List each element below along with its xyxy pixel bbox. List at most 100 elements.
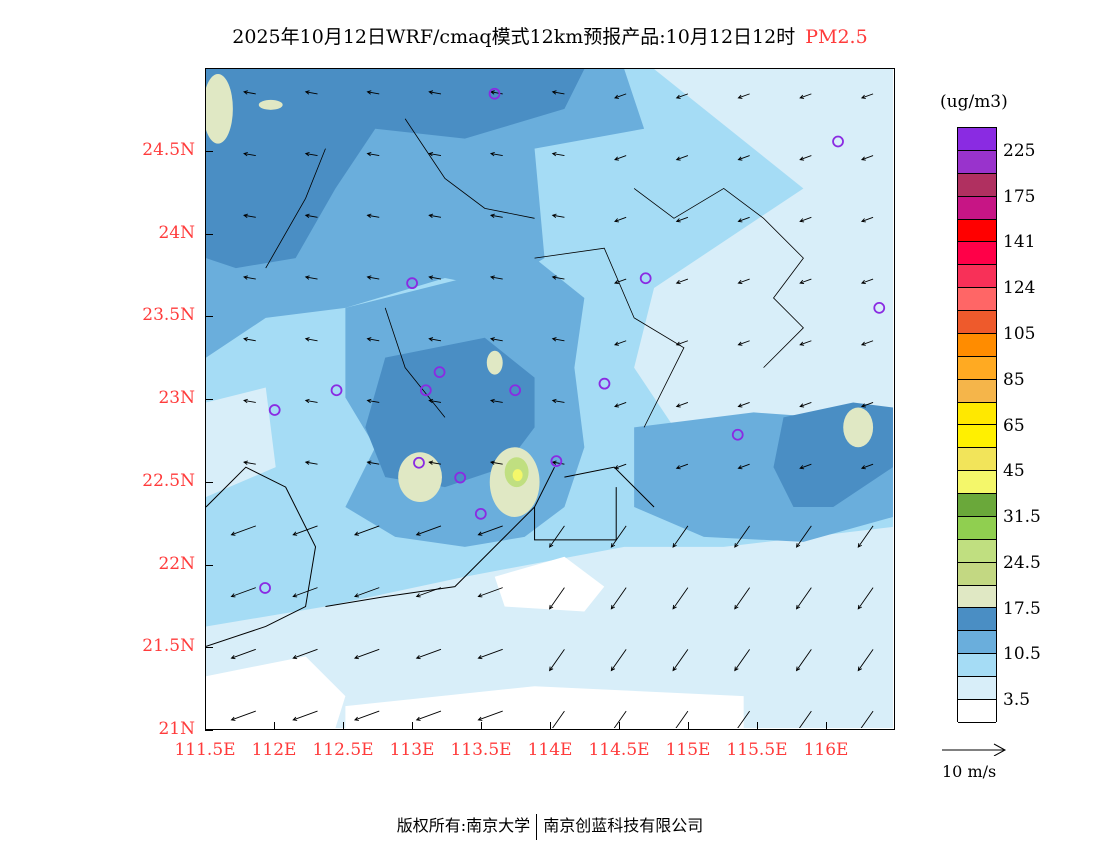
wind-arrow-icon bbox=[243, 275, 256, 280]
station-marker-icon bbox=[330, 384, 343, 397]
wind-arrow-icon bbox=[243, 337, 256, 342]
wind-arrow-icon bbox=[428, 90, 442, 95]
title-text: 2025年10月12日WRF/cmaq模式12km预报产品:10月12日12时 bbox=[232, 26, 796, 48]
station-marker-icon bbox=[550, 455, 563, 467]
colorbar-label: 124 bbox=[1003, 278, 1036, 299]
lat-tick bbox=[205, 233, 213, 235]
lat-label: 21.5N bbox=[142, 636, 195, 657]
wind-arrow-icon bbox=[243, 460, 256, 465]
lat-tick bbox=[205, 730, 213, 731]
lon-label: 111.5E bbox=[174, 740, 236, 760]
station-marker-icon bbox=[509, 384, 522, 397]
wind-arrow-icon bbox=[292, 710, 318, 721]
wind-arrow-icon bbox=[477, 587, 503, 598]
wind-arrow-icon bbox=[795, 587, 812, 610]
wind-arrow-icon bbox=[366, 337, 380, 342]
wind-reference-arrow-icon bbox=[942, 743, 1007, 756]
wind-arrow-icon bbox=[415, 525, 442, 536]
colorbar-label: 17.5 bbox=[1003, 598, 1041, 619]
wind-arrow-icon bbox=[243, 398, 256, 404]
wind-arrow-icon bbox=[230, 648, 256, 660]
lat-label: 24N bbox=[158, 222, 195, 243]
wind-arrow-icon bbox=[614, 155, 627, 161]
wind-arrow-icon bbox=[428, 460, 442, 465]
wind-arrow-icon bbox=[857, 525, 874, 548]
lon-tick bbox=[274, 722, 275, 730]
station-marker-icon bbox=[598, 377, 611, 390]
wind-arrow-icon bbox=[675, 216, 689, 223]
wind-arrow-icon bbox=[737, 463, 750, 470]
wind-arrow-icon bbox=[672, 649, 689, 672]
lat-tick bbox=[205, 316, 213, 318]
wind-arrow-icon bbox=[230, 525, 256, 536]
colorbar-bin bbox=[958, 288, 996, 311]
wind-arrow-icon bbox=[860, 216, 874, 223]
wind-arrow-icon bbox=[614, 340, 627, 346]
lon-label: 112.5E bbox=[312, 740, 374, 760]
colorbar-bin bbox=[958, 448, 996, 472]
station-marker-icon bbox=[639, 272, 652, 285]
wind-arrow-icon bbox=[428, 213, 442, 219]
wind-arrow-icon bbox=[857, 649, 874, 672]
wind-arrow-icon bbox=[304, 213, 318, 219]
wind-arrow-icon bbox=[799, 463, 812, 470]
wind-arrow-icon bbox=[304, 90, 318, 95]
wind-arrow-icon bbox=[366, 275, 380, 280]
station-marker-icon bbox=[873, 302, 886, 314]
colorbar-bin bbox=[958, 265, 996, 289]
wind-arrow-icon bbox=[549, 525, 565, 548]
colorbar-label: 3.5 bbox=[1003, 690, 1031, 711]
colorbar-label: 105 bbox=[1003, 323, 1036, 344]
colorbar-label: 31.5 bbox=[1003, 507, 1041, 528]
wind-arrow-icon bbox=[551, 460, 565, 465]
colorbar-label: 45 bbox=[1003, 461, 1025, 482]
wind-arrow-icon bbox=[675, 155, 689, 161]
wind-arrow-icon bbox=[304, 398, 318, 404]
colorbar-label: 175 bbox=[1003, 186, 1036, 207]
station-marker-icon bbox=[454, 471, 467, 484]
wind-arrow-icon bbox=[415, 710, 442, 721]
wind-arrow-icon bbox=[230, 587, 256, 598]
map-title: 2025年10月12日WRF/cmaq模式12km预报产品:10月12日12时 P… bbox=[0, 22, 1100, 49]
wind-arrow-icon bbox=[366, 460, 380, 465]
wind-arrow-icon bbox=[614, 278, 627, 285]
colorbar bbox=[957, 127, 997, 723]
lat-label: 22.5N bbox=[142, 470, 195, 491]
wind-arrow-icon bbox=[489, 337, 503, 342]
wind-arrow-icon bbox=[243, 213, 256, 219]
colorbar-label: 10.5 bbox=[1003, 644, 1041, 665]
lon-tick bbox=[619, 722, 620, 730]
lon-tick bbox=[826, 722, 827, 730]
wind-arrow-icon bbox=[304, 460, 318, 465]
wind-arrow-icon bbox=[795, 649, 812, 672]
wind-arrow-icon bbox=[304, 275, 318, 280]
wind-arrow-icon bbox=[734, 525, 750, 548]
lon-tick bbox=[481, 722, 482, 730]
wind-arrow-icon bbox=[428, 275, 442, 280]
colorbar-bin bbox=[958, 425, 996, 449]
colorbar-bin bbox=[958, 150, 996, 174]
wind-arrow-icon bbox=[860, 463, 874, 470]
wind-arrow-icon bbox=[734, 649, 750, 672]
wind-arrow-icon bbox=[857, 587, 874, 610]
pollutant-label: PM2.5 bbox=[805, 26, 868, 48]
wind-arrow-icon bbox=[672, 525, 689, 548]
wind-arrow-icon bbox=[799, 93, 812, 99]
wind-arrow-icon bbox=[489, 460, 503, 465]
lon-tick bbox=[550, 722, 551, 730]
station-marker-icon bbox=[268, 404, 281, 416]
colorbar-label: 85 bbox=[1003, 369, 1025, 390]
lat-label: 21N bbox=[158, 719, 195, 739]
colorbar-bin bbox=[958, 654, 996, 677]
lon-label: 115E bbox=[665, 740, 711, 760]
wind-arrow-icon bbox=[230, 710, 256, 721]
wind-arrow-icon bbox=[549, 649, 565, 672]
wind-arrow-icon bbox=[737, 278, 750, 285]
wind-arrow-icon bbox=[672, 587, 689, 610]
colorbar-bin bbox=[958, 608, 996, 632]
copyright-right: 南京创蓝科技有限公司 bbox=[543, 816, 704, 835]
wind-arrow-icon bbox=[860, 155, 874, 161]
wind-arrow-icon bbox=[799, 155, 812, 161]
lon-tick bbox=[688, 722, 689, 730]
colorbar-bin bbox=[958, 311, 996, 334]
